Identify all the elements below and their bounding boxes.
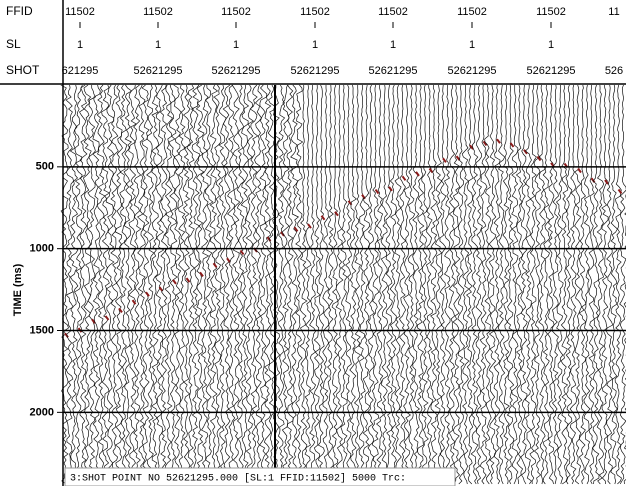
header-value: 11 <box>608 6 619 18</box>
y-tick-label: 500 <box>36 161 54 173</box>
header-label: SHOT <box>6 63 40 77</box>
header-value: 621295 <box>62 65 99 77</box>
y-tick-label: 1000 <box>30 243 54 255</box>
header-value: 11502 <box>143 6 173 18</box>
header-value: 1 <box>390 39 396 51</box>
header-value: 11502 <box>65 6 95 18</box>
header-value: 526 <box>605 65 623 77</box>
header-value: 52621295 <box>369 65 418 77</box>
axis-label: TIME (ms) <box>12 263 24 316</box>
header-label: SL <box>6 37 21 51</box>
y-tick-label: 1500 <box>30 324 54 336</box>
y-tick-label: 2000 <box>30 406 54 418</box>
header-value: 11502 <box>536 6 566 18</box>
header-value: 52621295 <box>527 65 576 77</box>
header-value: 1 <box>469 39 475 51</box>
header-value: 11502 <box>221 6 251 18</box>
header-value: 52621295 <box>134 65 183 77</box>
seismic-display: TIME (ms) 3:SHOT POINT NO 52621295.000 [… <box>0 0 626 486</box>
header-value: 11502 <box>300 6 330 18</box>
header-value: 52621295 <box>448 65 497 77</box>
header-value: 11502 <box>378 6 408 18</box>
header-label: FFID <box>6 4 33 18</box>
header-value: 1 <box>155 39 161 51</box>
status-text: 3:SHOT POINT NO 52621295.000 [SL:1 FFID:… <box>70 473 406 485</box>
header-value: 1 <box>312 39 318 51</box>
header-value: 52621295 <box>291 65 340 77</box>
header-value: 1 <box>233 39 239 51</box>
header-value: 52621295 <box>212 65 261 77</box>
header-value: 11502 <box>457 6 487 18</box>
header-value: 1 <box>77 39 83 51</box>
header-value: 1 <box>548 39 554 51</box>
